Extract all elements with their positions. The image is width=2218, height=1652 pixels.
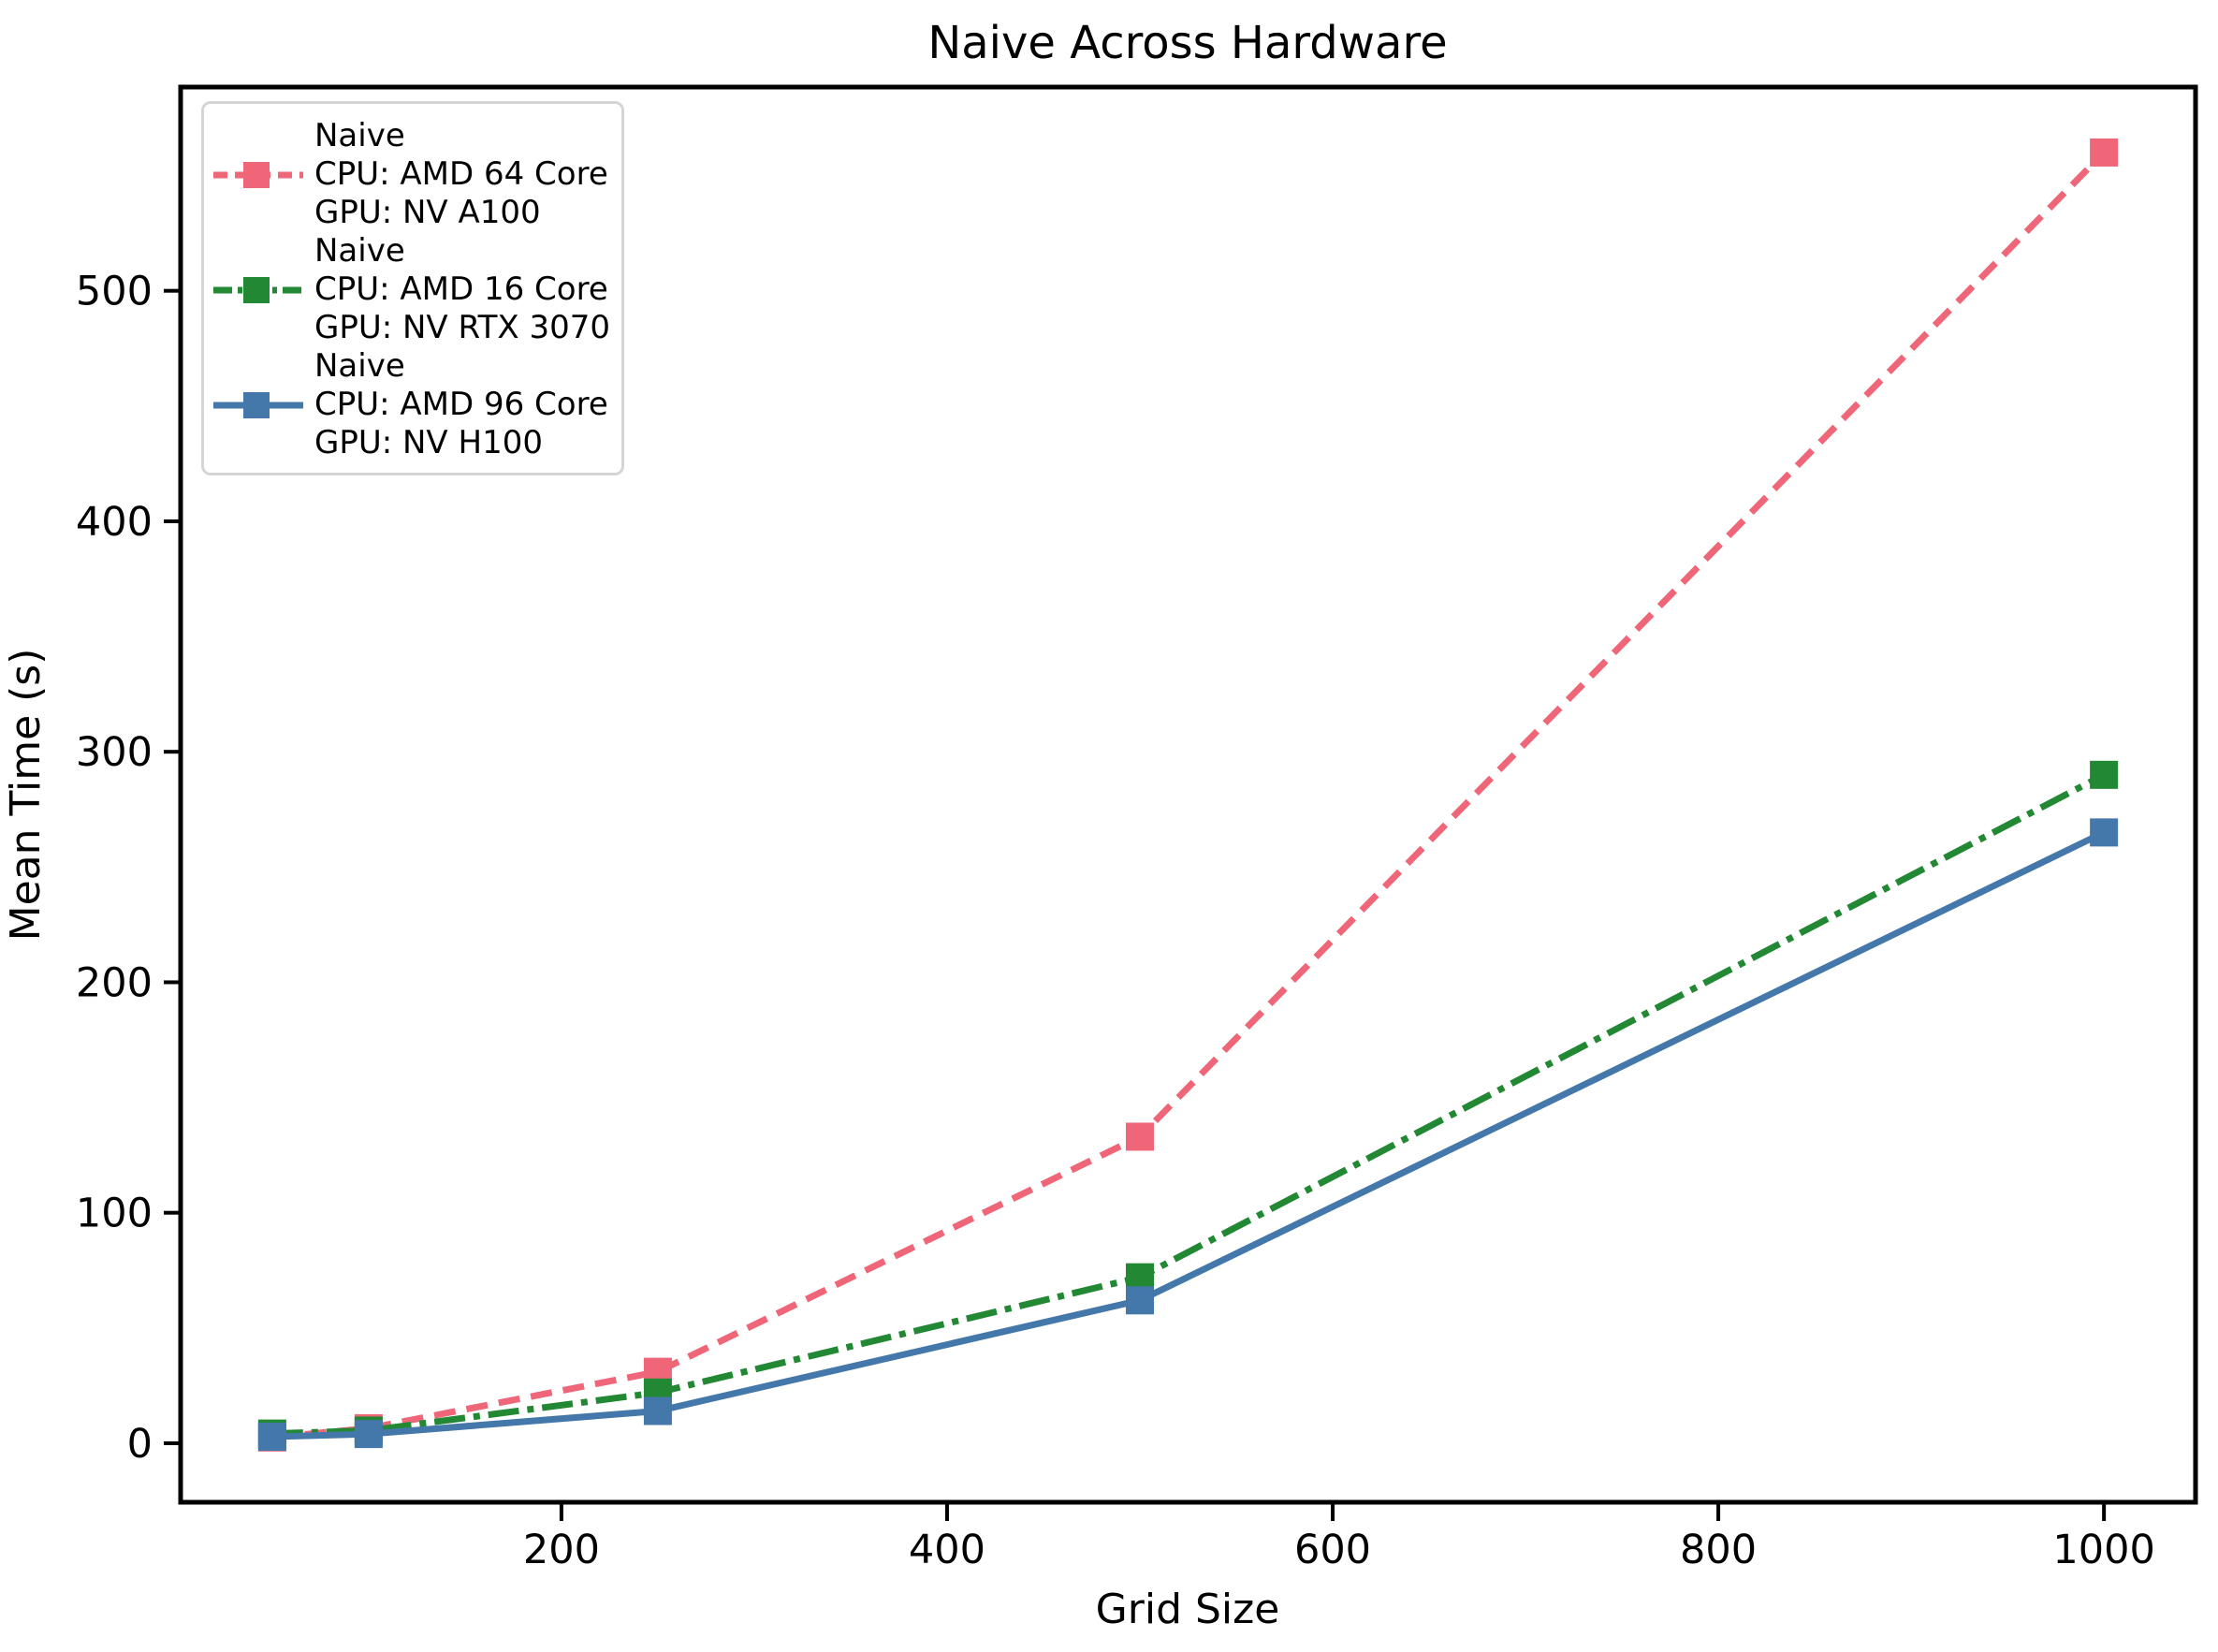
data-point-marker (2090, 138, 2119, 167)
series-line-0 (271, 150, 2107, 1441)
data-point-marker (1125, 1286, 1154, 1315)
y-tick-label: 500 (76, 269, 153, 315)
legend-entry-0: Naive CPU: AMD 64 Core GPU: NV A100 (212, 117, 614, 232)
legend-label-line: CPU: AMD 64 Core (314, 155, 608, 193)
axes-layer: 200 400 600 800 1000 0 100 200 300 400 500 (76, 84, 2198, 1573)
data-point-marker (2090, 760, 2119, 789)
legend-label: Naive CPU: AMD 16 Core GPU: NV RTX 3070 (314, 232, 610, 347)
data-point-marker (1125, 1122, 1154, 1151)
legend-label-line: Naive (314, 347, 405, 385)
legend-line-marker-icon (213, 161, 303, 188)
series-line-2 (271, 829, 2106, 1440)
y-tick-label: 100 (76, 1191, 153, 1237)
chart-title: Naive Across Hardware (927, 17, 1447, 69)
plot-frame (178, 84, 2198, 1505)
data-point-marker (643, 1396, 672, 1425)
x-axis-label: Grid Size (1096, 1586, 1280, 1633)
x-tick-label: 200 (523, 1527, 600, 1573)
legend-label-line: GPU: NV H100 (314, 424, 543, 461)
legend-label-line: CPU: AMD 96 Core (314, 386, 608, 423)
x-tick-label: 800 (1680, 1527, 1757, 1573)
y-tick-label: 300 (76, 729, 153, 776)
series-layer (257, 138, 2119, 1452)
x-tick-label: 600 (1294, 1527, 1371, 1573)
series-line-1 (271, 771, 2106, 1438)
data-point-marker (257, 1423, 286, 1452)
legend-label-line: CPU: AMD 16 Core (314, 270, 608, 308)
x-tick-label: 400 (909, 1527, 985, 1573)
legend-line-marker-icon (213, 276, 303, 303)
legend-entry-2: Naive CPU: AMD 96 Core GPU: NV H100 (212, 347, 614, 462)
y-tick-label: 200 (76, 959, 153, 1006)
legend-line-marker-icon (213, 391, 303, 418)
legend: Naive CPU: AMD 64 Core GPU: NV A100 Naive CP… (201, 101, 624, 475)
data-point-marker (354, 1420, 383, 1449)
legend-entry-1: Naive CPU: AMD 16 Core GPU: NV RTX 3070 (212, 232, 614, 347)
legend-label: Naive CPU: AMD 96 Core GPU: NV H100 (314, 347, 608, 462)
legend-label-line: Naive (314, 117, 405, 154)
y-axis-label: Mean Time (s) (2, 649, 50, 942)
legend-label-line: GPU: NV A100 (314, 194, 541, 231)
x-tick-label: 1000 (2052, 1527, 2154, 1573)
data-point-marker (2090, 818, 2119, 847)
y-tick-label: 0 (127, 1421, 153, 1468)
legend-label-line: Naive (314, 232, 405, 270)
legend-label: Naive CPU: AMD 64 Core GPU: NV A100 (314, 117, 608, 232)
legend-label-line: GPU: NV RTX 3070 (314, 309, 611, 346)
y-tick-label: 400 (76, 499, 153, 546)
